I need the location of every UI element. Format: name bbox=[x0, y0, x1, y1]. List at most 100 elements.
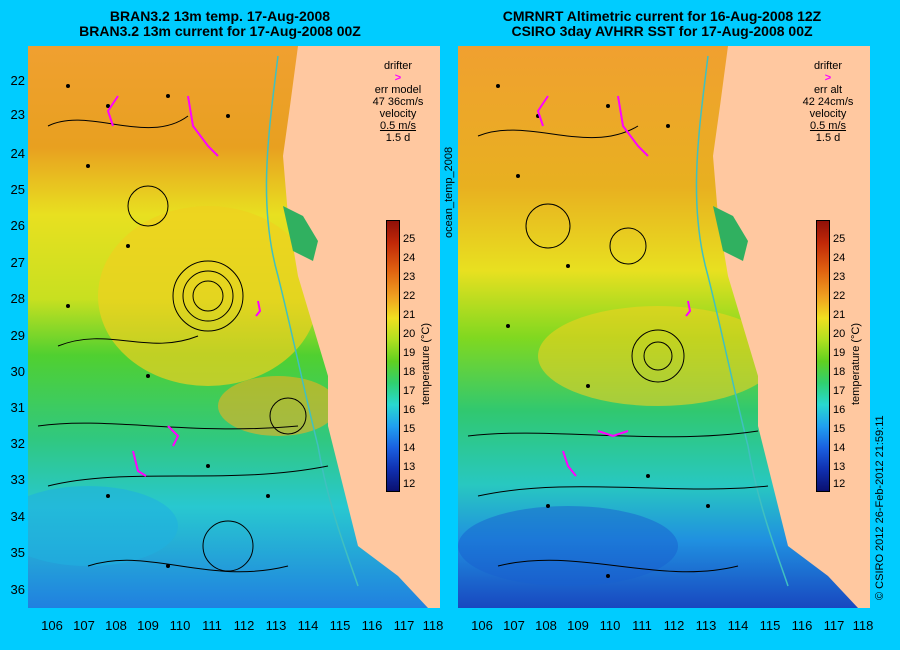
lon-label: 115 bbox=[759, 618, 781, 633]
drifter-tracks bbox=[536, 95, 692, 477]
lon-label: 114 bbox=[297, 618, 319, 633]
err-label: err model bbox=[374, 84, 422, 96]
right-sst-map bbox=[458, 46, 870, 608]
right-title-line2: CSIRO 3day AVHRR SST for 17-Aug-2008 00Z bbox=[511, 23, 813, 39]
side-dataset-label: ocean_temp_2008 bbox=[443, 146, 455, 238]
lat-label: 31 bbox=[10, 400, 25, 415]
lon-label: 117 bbox=[393, 618, 415, 633]
right-legend: drifter > err alt 42 24cm/s velocity 0.5… bbox=[792, 60, 864, 144]
colorbar-tick: 21 bbox=[403, 309, 416, 321]
isobath-line bbox=[265, 55, 359, 587]
left-title-line1: BRAN3.2 13m temp. 17-Aug-2008 bbox=[109, 8, 331, 24]
lon-label: 116 bbox=[791, 618, 813, 633]
lon-label: 107 bbox=[503, 618, 525, 633]
colorbar-tick: 17 bbox=[403, 385, 416, 397]
lat-label: 26 bbox=[10, 218, 25, 233]
lat-label: 29 bbox=[10, 328, 25, 343]
lon-label: 110 bbox=[599, 618, 621, 633]
colorbar-tick: 20 bbox=[833, 328, 846, 340]
lat-label: 30 bbox=[10, 364, 25, 379]
colorbar-tick: 21 bbox=[833, 309, 846, 321]
colorbar-tick: 13 bbox=[833, 461, 846, 473]
right-map-panel bbox=[458, 46, 870, 608]
lat-label: 35 bbox=[10, 545, 25, 560]
drifter-arrow-icon: > bbox=[824, 72, 832, 84]
colorbar-tick: 18 bbox=[403, 366, 416, 378]
lon-label: 109 bbox=[567, 618, 589, 633]
colorbar-tick: 16 bbox=[403, 404, 416, 416]
drifter-label: drifter bbox=[383, 60, 413, 72]
lon-label: 113 bbox=[265, 618, 287, 633]
colorbar-tick: 16 bbox=[833, 404, 846, 416]
vector-dots bbox=[496, 84, 710, 578]
lon-label: 118 bbox=[422, 618, 444, 633]
colorbar-tick: 25 bbox=[833, 233, 846, 245]
colorbar-tick: 12 bbox=[833, 478, 846, 490]
colorbar-tick: 18 bbox=[833, 366, 846, 378]
velocity-duration: 1.5 d bbox=[815, 132, 841, 144]
colorbar-tick: 20 bbox=[403, 328, 416, 340]
lon-label: 112 bbox=[663, 618, 685, 633]
lat-label: 22 bbox=[10, 73, 25, 88]
lon-label: 117 bbox=[823, 618, 845, 633]
lon-label: 108 bbox=[535, 618, 557, 633]
credit-label: © CSIRO 2012 26-Feb-2012 21:59:11 bbox=[874, 415, 886, 600]
lon-label: 115 bbox=[329, 618, 351, 633]
velocity-scale: 0.5 m/s bbox=[379, 120, 417, 132]
err-label: err alt bbox=[813, 84, 843, 96]
colorbar-tick: 14 bbox=[833, 442, 846, 454]
velocity-label: velocity bbox=[809, 108, 847, 120]
lat-label: 34 bbox=[10, 509, 25, 524]
colorbar-tick: 19 bbox=[833, 347, 846, 359]
lat-label: 33 bbox=[10, 472, 25, 487]
lon-label: 109 bbox=[137, 618, 159, 633]
colorbar-tick: 23 bbox=[403, 271, 416, 283]
left-legend: drifter > err model 47 36cm/s velocity 0… bbox=[362, 60, 434, 144]
left-title-line2: BRAN3.2 13m current for 17-Aug-2008 00Z bbox=[79, 23, 361, 39]
left-colorbar bbox=[386, 220, 400, 492]
drifter-label: drifter bbox=[813, 60, 843, 72]
velocity-duration: 1.5 d bbox=[385, 132, 411, 144]
velocity-scale: 0.5 m/s bbox=[809, 120, 847, 132]
left-map-panel bbox=[28, 46, 440, 608]
lon-label: 111 bbox=[202, 618, 222, 633]
current-vectors bbox=[37, 115, 329, 573]
lat-label: 36 bbox=[10, 582, 25, 597]
colorbar-tick: 19 bbox=[403, 347, 416, 359]
lon-label: 106 bbox=[471, 618, 493, 633]
lon-label: 111 bbox=[632, 618, 652, 633]
lat-label: 27 bbox=[10, 255, 25, 270]
err-value: 42 24cm/s bbox=[802, 96, 854, 108]
lon-label: 114 bbox=[727, 618, 749, 633]
land-mass bbox=[713, 46, 870, 608]
vector-dots bbox=[66, 84, 270, 568]
left-title: BRAN3.2 13m temp. 17-Aug-2008 BRAN3.2 13… bbox=[70, 9, 370, 39]
colorbar-tick: 13 bbox=[403, 461, 416, 473]
lat-label: 23 bbox=[10, 107, 25, 122]
right-title: CMRNRT Altimetric current for 16-Aug-200… bbox=[462, 9, 862, 39]
lat-label: 32 bbox=[10, 436, 25, 451]
colorbar-tick: 24 bbox=[833, 252, 846, 264]
colorbar-tick: 22 bbox=[833, 290, 846, 302]
lon-label: 110 bbox=[169, 618, 191, 633]
left-colorbar-unit: temperature (°C) bbox=[420, 322, 432, 405]
left-sst-map bbox=[28, 46, 440, 608]
right-colorbar bbox=[816, 220, 830, 492]
right-title-line1: CMRNRT Altimetric current for 16-Aug-200… bbox=[502, 8, 822, 24]
lat-label: 25 bbox=[10, 182, 25, 197]
lon-label: 106 bbox=[41, 618, 63, 633]
colorbar-tick: 15 bbox=[833, 423, 846, 435]
isobath-line bbox=[695, 55, 789, 587]
lat-label: 28 bbox=[10, 291, 25, 306]
colorbar-tick: 17 bbox=[833, 385, 846, 397]
drifter-arrow-icon: > bbox=[394, 72, 402, 84]
drifter-tracks bbox=[106, 95, 262, 477]
colorbar-tick: 22 bbox=[403, 290, 416, 302]
colorbar-tick: 15 bbox=[403, 423, 416, 435]
colorbar-tick: 25 bbox=[403, 233, 416, 245]
err-value: 47 36cm/s bbox=[372, 96, 424, 108]
lat-label: 24 bbox=[10, 146, 25, 161]
lon-label: 108 bbox=[105, 618, 127, 633]
lon-label: 116 bbox=[361, 618, 383, 633]
colorbar-tick: 12 bbox=[403, 478, 416, 490]
